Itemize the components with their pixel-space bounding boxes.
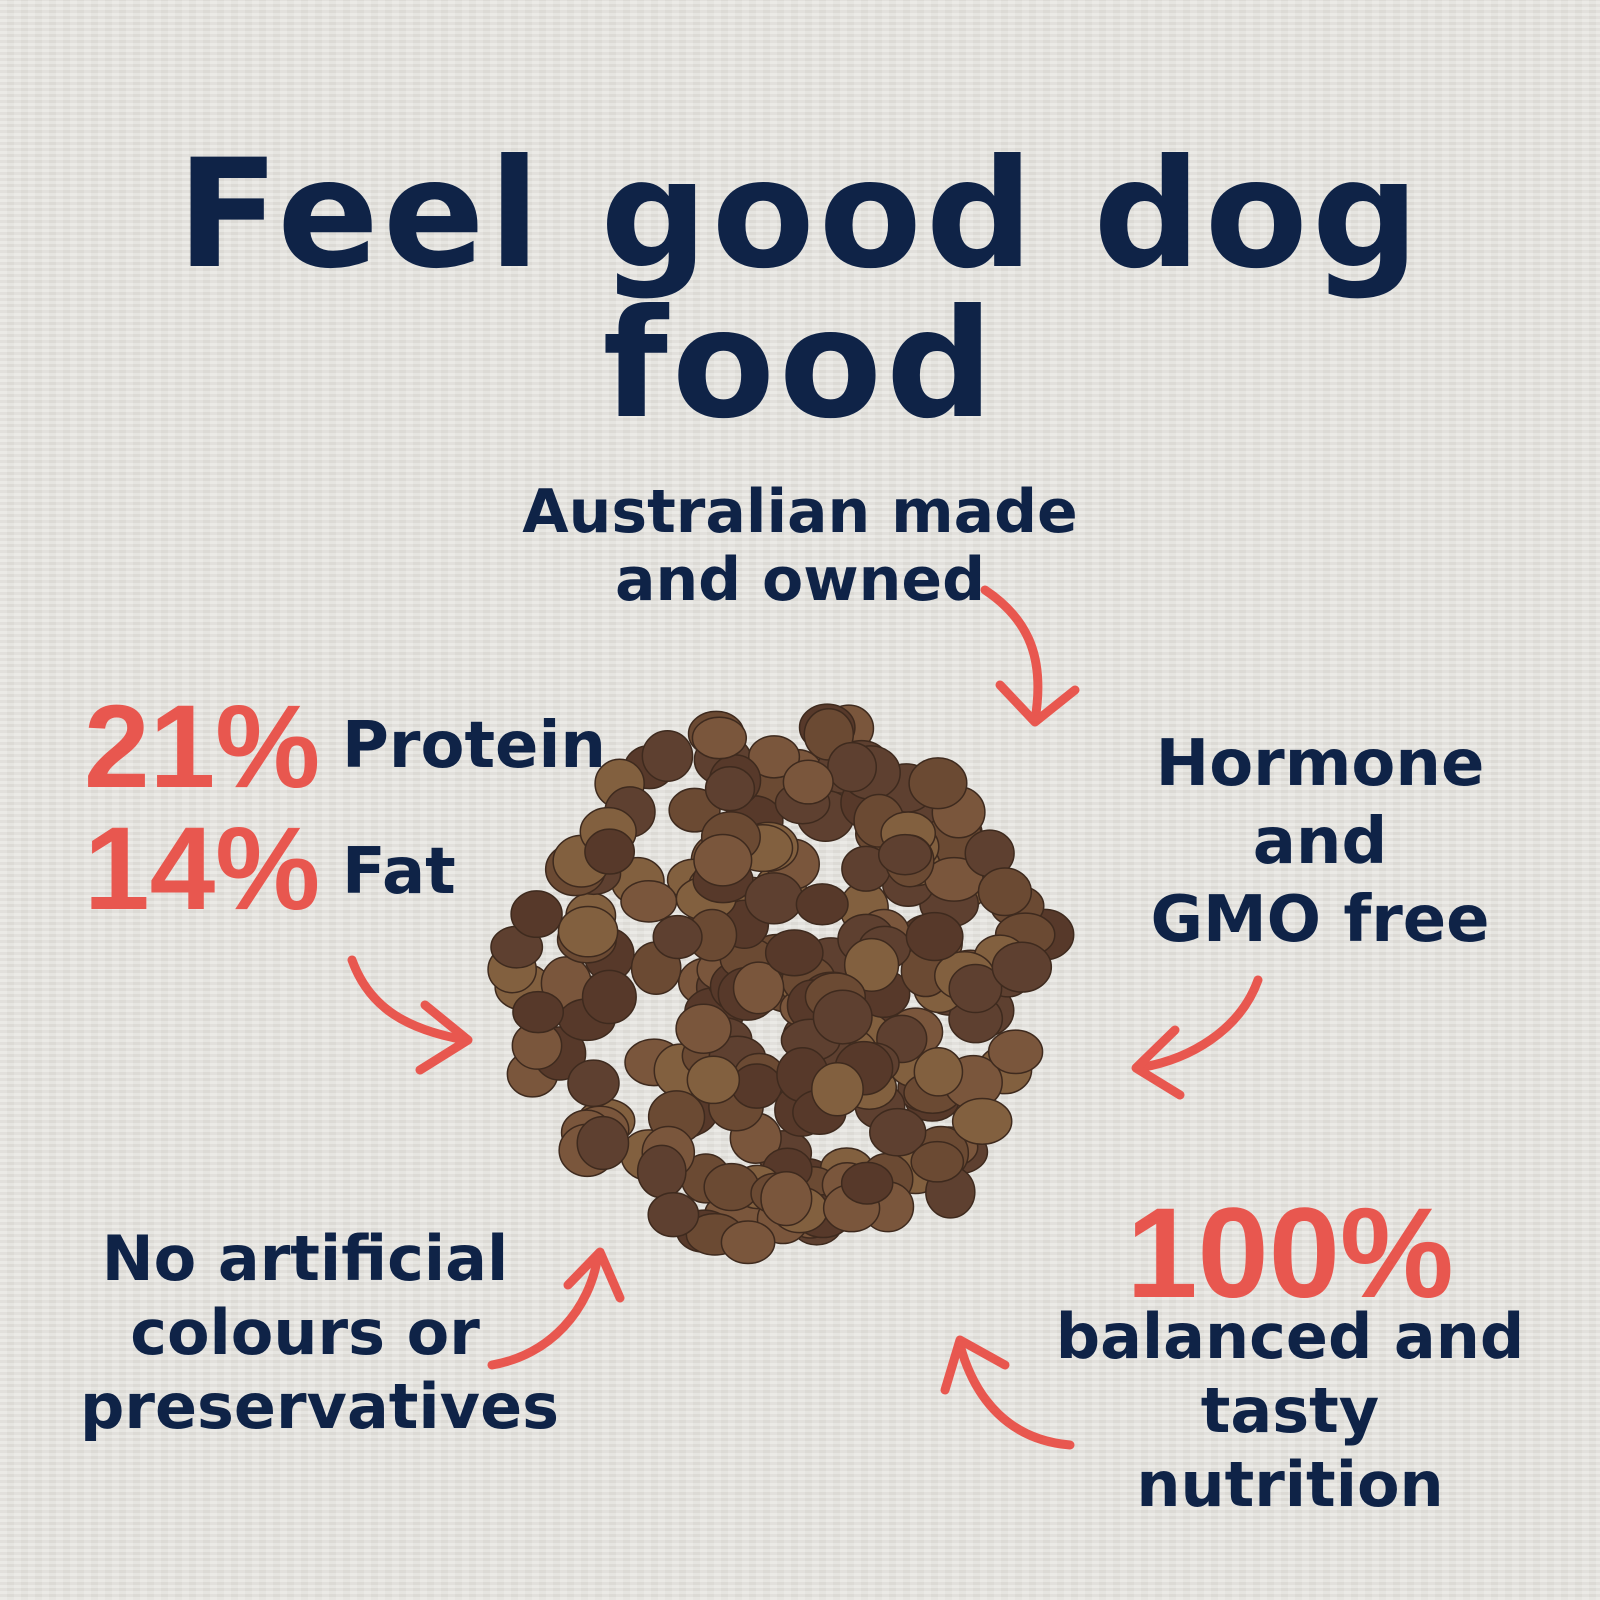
kibble xyxy=(693,833,753,887)
kibble xyxy=(581,969,637,1025)
protein-label: Protein xyxy=(342,709,606,783)
kibble xyxy=(641,729,694,783)
kibble xyxy=(704,766,756,812)
kibble xyxy=(843,937,900,992)
kibble xyxy=(987,1029,1044,1075)
arrow-artificial xyxy=(487,1247,625,1370)
callout-hormone-gmo: Hormone and GMO free xyxy=(1140,725,1500,959)
callout-australian-made: Australian made and owned xyxy=(500,478,1100,614)
callout-line: No artificial xyxy=(101,1222,509,1295)
kibble xyxy=(951,1097,1013,1145)
kibble xyxy=(827,741,878,793)
fat-label: Fat xyxy=(342,835,456,909)
kibble xyxy=(840,1161,894,1205)
kibble xyxy=(576,1115,630,1171)
callout-line: tasty nutrition xyxy=(1136,1374,1444,1521)
arrow-hormone xyxy=(1131,975,1263,1100)
kibble xyxy=(764,929,824,977)
kibble xyxy=(877,833,933,876)
kibble xyxy=(691,716,748,760)
callout-line: Australian made xyxy=(522,477,1078,547)
arrow-balanced xyxy=(940,1335,1075,1450)
kibble xyxy=(720,1220,776,1265)
arrow-australian xyxy=(980,585,1080,727)
callout-balanced: balanced and tasty nutrition xyxy=(1050,1300,1530,1522)
kibble xyxy=(991,941,1053,993)
kibble xyxy=(567,1059,620,1108)
callout-line: and owned xyxy=(614,545,986,615)
kibble xyxy=(557,905,619,958)
kibble xyxy=(748,735,801,779)
callout-line: colours or xyxy=(130,1296,480,1369)
callout-line: GMO free xyxy=(1150,883,1490,957)
kibble xyxy=(905,911,964,962)
kibble xyxy=(869,1107,927,1157)
kibble xyxy=(510,890,563,939)
kibble xyxy=(647,1191,700,1238)
callout-line: and xyxy=(1252,805,1388,879)
kibble xyxy=(732,961,785,1015)
protein-percent: 21% xyxy=(84,681,321,813)
balanced-percent: 100% xyxy=(1126,1182,1454,1325)
kibble xyxy=(795,883,849,926)
kibble xyxy=(812,989,873,1045)
kibble xyxy=(584,828,636,875)
kibble xyxy=(686,1055,741,1105)
kibble xyxy=(811,1061,864,1117)
callout-no-artificial: No artificial colours or preservatives xyxy=(80,1222,560,1444)
callout-line: preservatives xyxy=(80,1370,560,1443)
kibble xyxy=(908,757,968,810)
callout-line: balanced and xyxy=(1055,1300,1525,1373)
kibble xyxy=(668,787,721,833)
kibble xyxy=(652,914,703,960)
fat-percent: 14% xyxy=(84,803,321,935)
callout-line: Hormone xyxy=(1155,727,1485,801)
kibble xyxy=(782,759,834,805)
kibble xyxy=(675,1003,732,1054)
kibble xyxy=(910,1140,965,1183)
kibble xyxy=(913,1047,964,1097)
kibble xyxy=(760,1170,813,1227)
arrow-protein-fat xyxy=(347,955,473,1075)
kibble xyxy=(948,963,1003,1014)
kibble xyxy=(977,867,1033,917)
kibble xyxy=(512,990,565,1034)
headline: Feel good dog food xyxy=(176,128,1424,452)
